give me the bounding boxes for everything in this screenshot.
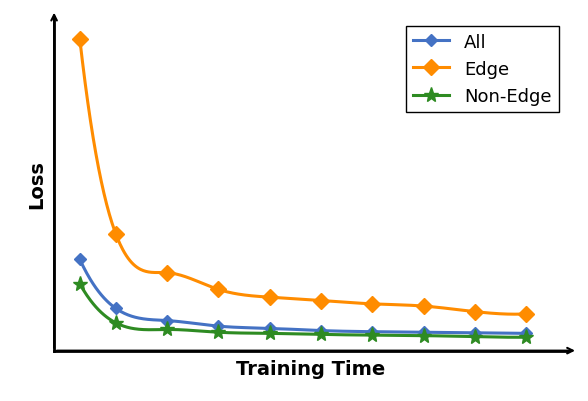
Y-axis label: Loss: Loss — [27, 160, 46, 209]
X-axis label: Training Time: Training Time — [236, 359, 386, 378]
Legend: All, Edge, Non-Edge: All, Edge, Non-Edge — [406, 26, 559, 113]
